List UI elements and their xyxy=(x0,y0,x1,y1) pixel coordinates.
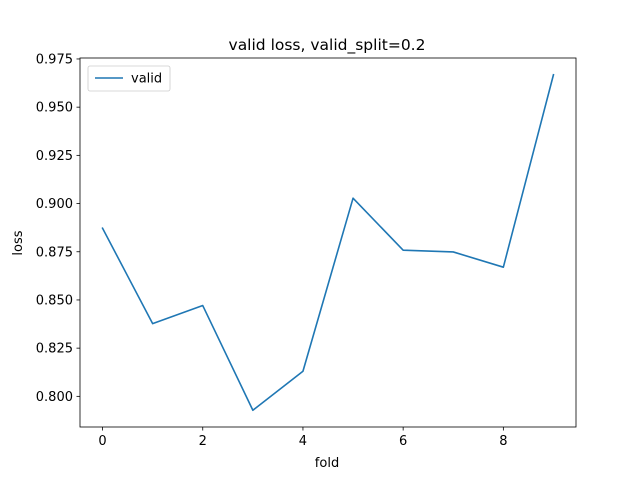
series-line-valid xyxy=(101,73,555,412)
y-axis-label: loss xyxy=(11,230,26,255)
legend-label-valid: valid xyxy=(131,72,162,87)
x-tick-label: 6 xyxy=(399,434,407,449)
y-tick-label: 0.950 xyxy=(36,101,73,116)
x-axis-ticks: 0 2 4 6 8 xyxy=(98,427,507,449)
plot-area xyxy=(80,58,576,427)
y-tick-label: 0.875 xyxy=(36,245,73,260)
series-layer xyxy=(101,73,555,412)
y-tick-label: 0.800 xyxy=(36,390,73,405)
y-axis-ticks: 0.800 0.825 0.850 0.875 0.900 0.925 0.950 0.975 xyxy=(36,52,80,405)
x-tick-label: 8 xyxy=(499,434,507,449)
y-tick-label: 0.825 xyxy=(36,342,73,357)
x-tick-label: 2 xyxy=(199,434,207,449)
y-tick-label: 0.975 xyxy=(36,52,73,67)
chart-title: valid loss, valid_split=0.2 xyxy=(229,36,426,55)
y-tick-label: 0.925 xyxy=(36,149,73,164)
x-tick-label: 4 xyxy=(299,434,307,449)
x-axis-label: fold xyxy=(315,456,339,471)
y-tick-label: 0.850 xyxy=(36,293,73,308)
x-tick-label: 0 xyxy=(98,434,106,449)
legend: valid xyxy=(87,65,171,92)
plot-frame xyxy=(79,57,577,428)
legend-box xyxy=(87,65,171,92)
y-tick-label: 0.900 xyxy=(36,197,73,212)
